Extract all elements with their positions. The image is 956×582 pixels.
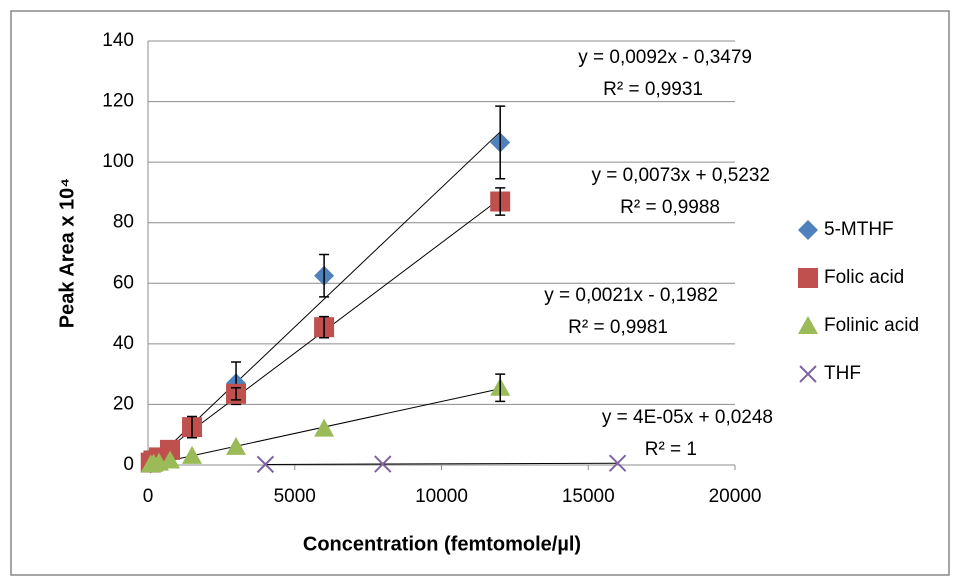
legend-label: Folic acid bbox=[824, 267, 904, 288]
y-axis-title: Peak Area x 10⁴ bbox=[56, 178, 78, 328]
trendline-equation: R² = 0,9931 bbox=[603, 79, 703, 100]
x-axis-title: Concentration (femtomole/µl) bbox=[303, 533, 581, 555]
y-tick-label: 40 bbox=[113, 333, 134, 354]
y-tick-label: 60 bbox=[113, 272, 134, 293]
trendline-equation: R² = 1 bbox=[645, 439, 697, 460]
legend-label: 5-MTHF bbox=[824, 219, 894, 240]
trendline-equation: y = 0,0021x - 0,1982 bbox=[544, 285, 718, 306]
error-bar bbox=[231, 387, 242, 401]
x-tick-label: 15000 bbox=[562, 486, 615, 507]
trendline-equation: y = 0,0092x - 0,3479 bbox=[578, 47, 752, 68]
error-bar bbox=[319, 315, 330, 339]
data-point bbox=[374, 455, 392, 473]
trendline-equation: y = 0,0073x + 0,5232 bbox=[591, 165, 770, 186]
x-tick-label: 20000 bbox=[709, 486, 762, 507]
data-point bbox=[314, 418, 335, 437]
error-bar bbox=[495, 187, 506, 216]
data-point bbox=[226, 436, 247, 455]
y-tick-label: 140 bbox=[102, 30, 134, 51]
error-bar bbox=[319, 253, 330, 298]
y-tick-label: 100 bbox=[102, 151, 134, 172]
x-tick-label: 0 bbox=[143, 486, 154, 507]
chart-border bbox=[10, 10, 950, 576]
y-tick-label: 120 bbox=[102, 91, 134, 112]
legend-marker bbox=[798, 268, 818, 288]
y-tick-label: 0 bbox=[123, 454, 134, 475]
data-point bbox=[182, 445, 203, 464]
error-bar bbox=[187, 415, 198, 439]
data-point bbox=[160, 450, 181, 469]
legend-marker bbox=[799, 365, 817, 383]
data-point bbox=[160, 439, 181, 460]
error-bar bbox=[495, 105, 506, 180]
legend-label: THF bbox=[824, 363, 861, 384]
x-tick-label: 5000 bbox=[274, 486, 316, 507]
legend-marker bbox=[798, 220, 818, 240]
legend-marker bbox=[798, 316, 818, 334]
error-bar bbox=[495, 373, 506, 403]
y-tick-label: 20 bbox=[113, 393, 134, 414]
data-point bbox=[256, 455, 275, 474]
trendline bbox=[150, 131, 501, 465]
trendline-equation: R² = 0,9988 bbox=[620, 197, 720, 218]
y-tick-label: 80 bbox=[113, 212, 134, 233]
x-tick-label: 10000 bbox=[415, 486, 468, 507]
trendline-equation: R² = 0,9981 bbox=[568, 317, 668, 338]
data-point bbox=[608, 454, 627, 472]
trendline-equation: y = 4E-05x + 0,0248 bbox=[602, 407, 773, 428]
legend-label: Folinic acid bbox=[824, 315, 919, 336]
trendline bbox=[265, 462, 618, 465]
